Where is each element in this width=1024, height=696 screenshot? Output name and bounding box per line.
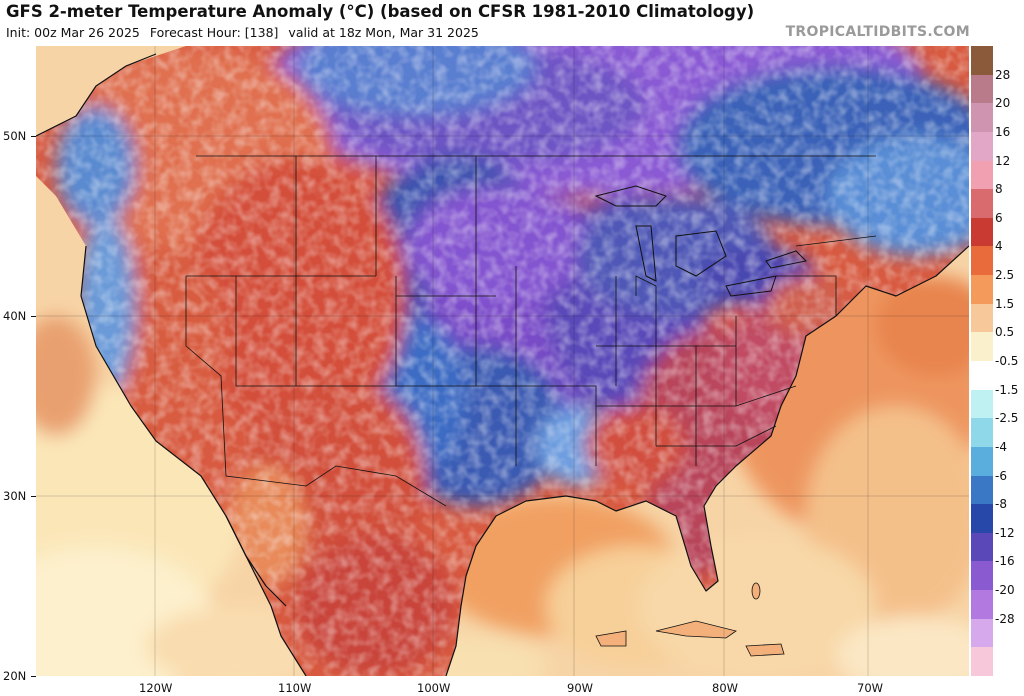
lat-tick-50n: [31, 136, 36, 137]
lon-label-100w: 100W: [417, 681, 451, 695]
lat-label-40n: 40N: [3, 309, 27, 323]
lon-label-80w: 80W: [712, 681, 739, 695]
colorbar-swatch: [971, 618, 993, 648]
colorbar-swatch: [971, 189, 993, 219]
colorbar-swatch: [971, 418, 993, 448]
colorbar-swatch: [971, 446, 993, 477]
colorbar-swatch: [971, 46, 993, 76]
lon-label-110w: 110W: [278, 681, 312, 695]
colorbar-label: -8: [995, 497, 1007, 512]
colorbar-swatch: [971, 475, 993, 505]
colorbar-swatch: [971, 103, 993, 133]
colorbar-label: 1.5: [995, 296, 1015, 311]
colorbar-swatch: [971, 303, 993, 333]
colorbar-label: 20: [995, 96, 1011, 111]
colorbar-swatch: [971, 275, 993, 305]
colorbar-label: -12: [995, 525, 1015, 540]
colorbar-swatch: [971, 361, 993, 391]
lon-label-90w: 90W: [567, 681, 594, 695]
colorbar-label: 2.5: [995, 268, 1015, 283]
colorbar-swatch: [971, 532, 993, 562]
colorbar-swatch: [971, 647, 993, 677]
colorbar-label: -2.5: [995, 411, 1019, 426]
colorbar-swatch: [971, 217, 993, 247]
colorbar-label: 4: [995, 239, 1003, 254]
colorbar-legend: 28 20 16 12 8 6 4 2.5 1.5 0.5 -0.5 -1.5 -2.5 -4 -6 -8 -1…: [971, 46, 1024, 677]
colorbar-swatch: [971, 160, 993, 190]
state-borders: [185, 155, 877, 507]
colorbar-label: 8: [995, 182, 1003, 197]
colorbar-swatch: [971, 504, 993, 534]
colorbar-swatch: [971, 590, 993, 620]
colorbar-label: 28: [995, 67, 1011, 82]
lat-label-50n: 50N: [3, 129, 27, 143]
colorbar-swatch: [971, 561, 993, 591]
colorbar-label: -1.5: [995, 382, 1019, 397]
lat-label-20n: 20N: [3, 669, 27, 683]
chart-subtitle: Init: 00z Mar 26 2025 Forecast Hour: [138…: [6, 25, 489, 40]
valid-time-text: valid at 18z Mon, Mar 31 2025: [288, 25, 479, 40]
lon-label-70w: 70W: [857, 681, 884, 695]
colorbar-swatch: [971, 246, 993, 276]
lon-label-120w: 120W: [139, 681, 173, 695]
colorbar-label: -0.5: [995, 354, 1019, 368]
colorbar-label: 16: [995, 124, 1011, 139]
forecast-hour-text: Forecast Hour: [138]: [149, 25, 279, 40]
lat-tick-20n: [31, 676, 36, 677]
colorbar-label: 0.5: [995, 325, 1015, 340]
source-watermark: TROPICALTIDBITS.COM: [785, 24, 970, 40]
colorbar-swatch: [971, 131, 993, 162]
lat-tick-40n: [31, 316, 36, 317]
coastlines: [36, 53, 969, 676]
init-time-text: Init: 00z Mar 26 2025: [6, 25, 140, 40]
colorbar-label: -28: [995, 611, 1015, 626]
colorbar-label: -4: [995, 439, 1007, 454]
great-lakes: [594, 185, 808, 297]
colorbar-label: 12: [995, 153, 1011, 168]
colorbar-swatch: [971, 332, 993, 362]
colorbar-label: 6: [995, 210, 1003, 225]
colorbar-swatch: [971, 74, 993, 104]
colorbar-label: -6: [995, 468, 1007, 483]
colorbar-swatch: [971, 389, 993, 419]
graticule: [36, 46, 969, 676]
caribbean-islands: [595, 582, 785, 657]
colorbar-label: -20: [995, 583, 1015, 598]
chart-title: GFS 2-meter Temperature Anomaly (°C) (ba…: [6, 2, 755, 21]
temperature-anomaly-map: [36, 46, 969, 676]
lat-tick-30n: [31, 496, 36, 497]
colorbar-label: -16: [995, 554, 1015, 569]
lat-label-30n: 30N: [3, 489, 27, 503]
